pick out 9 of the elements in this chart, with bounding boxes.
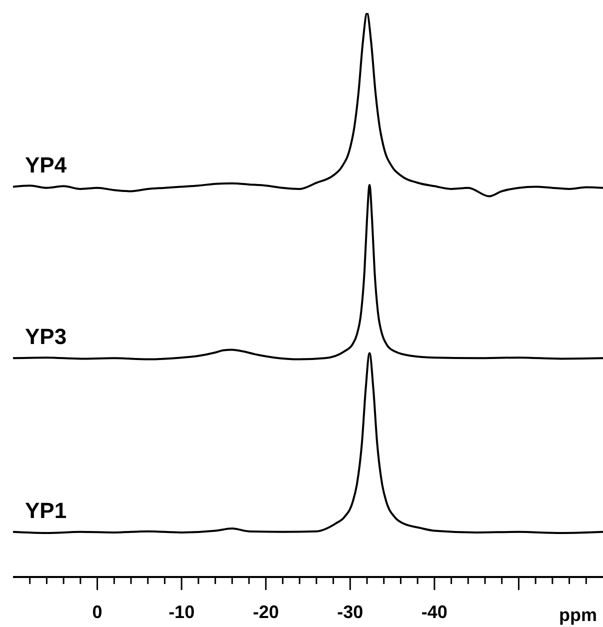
x-tick-label: -30 [337,602,364,622]
x-axis-title: ppm [559,605,597,625]
series-label: YP4 [25,152,68,178]
series-label: YP1 [25,498,67,523]
series-label: YP3 [25,324,67,350]
x-tick-label: 0 [92,602,102,622]
x-tick-label: -20 [252,602,279,622]
x-tick-label: -10 [168,602,195,622]
x-tick-label: -40 [421,602,448,622]
